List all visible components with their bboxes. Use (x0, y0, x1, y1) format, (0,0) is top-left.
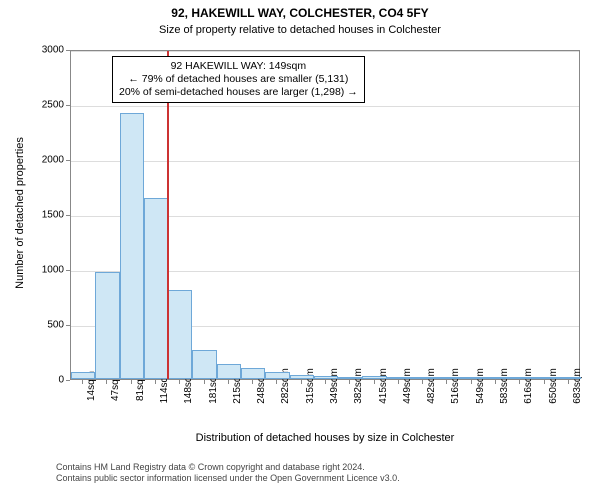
x-tick-label: 315sqm (305, 368, 316, 404)
x-tick-mark (398, 380, 399, 384)
x-tick-mark (519, 380, 520, 384)
x-tick-mark (276, 380, 277, 384)
histogram-bar (95, 272, 119, 379)
x-axis-label: Distribution of detached houses by size … (70, 432, 580, 444)
x-tick-label: 683sqm (572, 368, 583, 404)
histogram-bar (508, 377, 532, 379)
y-gridline (71, 161, 579, 162)
y-tick-label: 2000 (0, 155, 64, 166)
footer-text: Contains HM Land Registry data © Crown c… (56, 462, 600, 484)
y-tick-label: 2500 (0, 100, 64, 111)
annotation-box: 92 HAKEWILL WAY: 149sqm← 79% of detached… (112, 56, 365, 103)
y-tick-mark (66, 160, 70, 161)
histogram-bar (387, 377, 411, 379)
x-tick-mark (544, 380, 545, 384)
y-tick-mark (66, 270, 70, 271)
histogram-bar (290, 375, 314, 379)
x-tick-label: 482sqm (426, 368, 437, 404)
y-tick-label: 3000 (0, 45, 64, 56)
x-tick-label: 516sqm (450, 368, 461, 404)
histogram-bar (120, 113, 144, 379)
x-tick-label: 650sqm (548, 368, 559, 404)
x-tick-mark (446, 380, 447, 384)
y-tick-mark (66, 50, 70, 51)
x-tick-mark (204, 380, 205, 384)
histogram-bar (192, 350, 216, 379)
x-tick-mark (106, 380, 107, 384)
x-tick-label: 382sqm (353, 368, 364, 404)
x-tick-mark (568, 380, 569, 384)
histogram-bar (168, 290, 192, 379)
x-tick-mark (252, 380, 253, 384)
annotation-line: ← 79% of detached houses are smaller (5,… (119, 73, 358, 86)
y-tick-mark (66, 325, 70, 326)
histogram-bar (460, 377, 484, 379)
histogram-bar (411, 377, 435, 379)
y-tick-label: 1000 (0, 265, 64, 276)
y-tick-label: 1500 (0, 210, 64, 221)
x-tick-mark (495, 380, 496, 384)
x-tick-mark (82, 380, 83, 384)
footer-line: Contains public sector information licen… (56, 473, 600, 484)
histogram-bar (362, 376, 386, 379)
footer-line: Contains HM Land Registry data © Crown c… (56, 462, 600, 473)
x-tick-label: 449sqm (402, 368, 413, 404)
histogram-bar (217, 364, 241, 379)
histogram-bar (557, 377, 581, 379)
y-gridline (71, 106, 579, 107)
annotation-line: 20% of semi-detached houses are larger (… (119, 86, 358, 99)
y-tick-label: 0 (0, 375, 64, 386)
y-tick-mark (66, 105, 70, 106)
x-tick-mark (155, 380, 156, 384)
x-tick-mark (422, 380, 423, 384)
x-tick-mark (228, 380, 229, 384)
histogram-bar (71, 372, 95, 379)
x-tick-mark (131, 380, 132, 384)
x-tick-mark (325, 380, 326, 384)
x-tick-mark (374, 380, 375, 384)
x-tick-label: 349sqm (329, 368, 340, 404)
x-tick-mark (349, 380, 350, 384)
x-tick-label: 616sqm (523, 368, 534, 404)
histogram-bar (265, 372, 289, 379)
y-tick-label: 500 (0, 320, 64, 331)
histogram-bar (338, 377, 362, 379)
y-tick-mark (66, 215, 70, 216)
annotation-line: 92 HAKEWILL WAY: 149sqm (119, 60, 358, 73)
x-tick-mark (301, 380, 302, 384)
x-tick-label: 549sqm (475, 368, 486, 404)
histogram-bar (241, 368, 265, 379)
y-gridline (71, 51, 579, 52)
x-tick-mark (471, 380, 472, 384)
y-tick-mark (66, 380, 70, 381)
x-tick-label: 583sqm (499, 368, 510, 404)
histogram-bar (144, 198, 168, 380)
y-axis-label: Number of detached properties (14, 63, 26, 363)
histogram-bar (484, 377, 508, 379)
chart-title: 92, HAKEWILL WAY, COLCHESTER, CO4 5FY (0, 6, 600, 20)
histogram-bar (532, 377, 556, 379)
x-tick-mark (179, 380, 180, 384)
x-tick-label: 415sqm (378, 368, 389, 404)
chart-subtitle: Size of property relative to detached ho… (0, 24, 600, 36)
histogram-bar (314, 376, 338, 379)
histogram-bar (435, 377, 459, 379)
